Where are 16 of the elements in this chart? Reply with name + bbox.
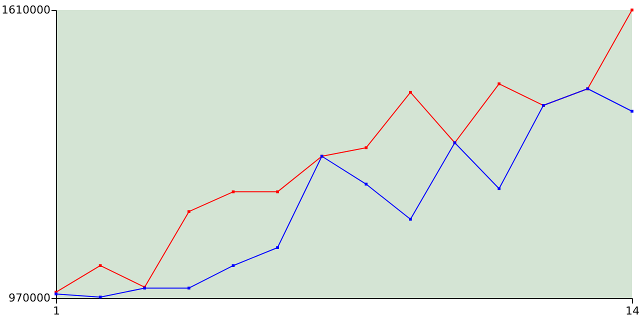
point xyxy=(364,146,368,150)
point xyxy=(98,264,102,268)
point xyxy=(276,190,279,194)
point xyxy=(98,296,102,299)
point xyxy=(232,264,235,268)
x-tick-label: 1 xyxy=(53,304,60,318)
point xyxy=(364,182,368,186)
x-tick-label: 14 xyxy=(626,304,640,318)
y-tick-label: 970000 xyxy=(8,292,50,304)
point xyxy=(498,187,500,190)
point xyxy=(409,218,412,221)
point xyxy=(409,90,412,94)
point xyxy=(498,82,500,86)
point xyxy=(630,8,634,12)
y-tick-label: 1610000 xyxy=(2,4,50,16)
point xyxy=(630,110,634,113)
